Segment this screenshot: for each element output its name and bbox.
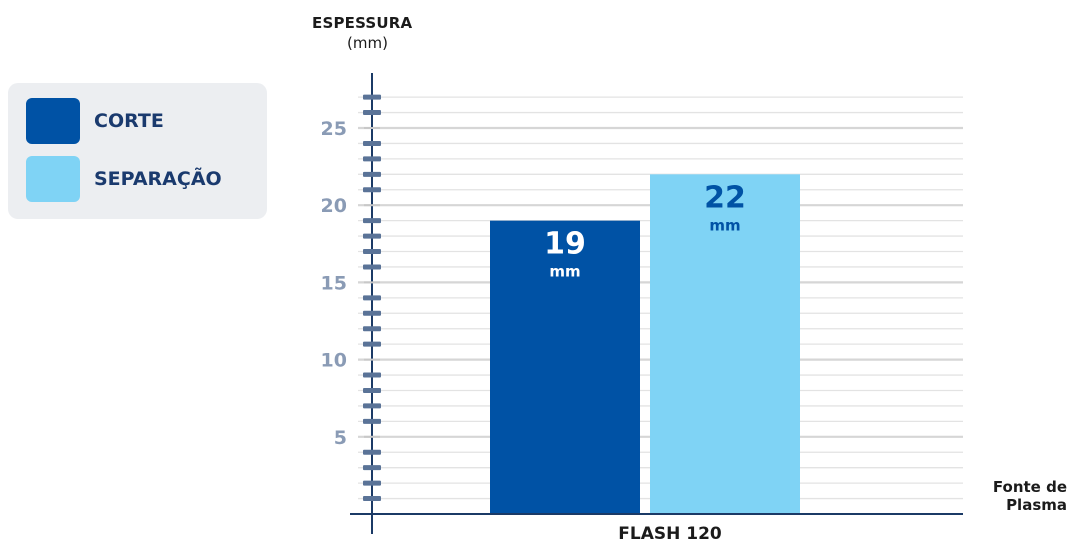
bar-unit-label: mm (709, 216, 740, 234)
y-minor-tick (363, 341, 381, 347)
y-minor-tick (363, 187, 381, 193)
y-minor-tick (363, 465, 381, 471)
y-minor-tick (363, 249, 381, 255)
bar-1 (650, 174, 800, 514)
y-minor-tick (363, 94, 381, 100)
x-axis-title: Fonte de Plasma (977, 478, 1067, 514)
legend-label-separacao: SEPARAÇÃO (94, 168, 222, 190)
legend-swatch-separacao (26, 156, 80, 202)
y-tick-label: 5 (334, 427, 347, 449)
y-minor-tick (363, 496, 381, 502)
bar-unit-label: mm (549, 263, 580, 281)
bar-0 (490, 220, 640, 514)
y-minor-tick (363, 449, 381, 455)
y-minor-tick (363, 264, 381, 270)
y-axis-title: ESPESSURA (312, 14, 413, 32)
y-minor-tick (363, 110, 381, 116)
y-tick-label: 10 (321, 350, 347, 372)
y-minor-tick (363, 387, 381, 393)
y-minor-tick (363, 156, 381, 162)
legend-swatch-corte (26, 98, 80, 144)
bar-value-label: 22 (704, 180, 746, 215)
y-minor-tick (363, 372, 381, 378)
legend-item-corte: CORTE (26, 98, 164, 144)
legend: CORTE SEPARAÇÃO (8, 83, 267, 219)
y-minor-tick (363, 310, 381, 316)
legend-label-corte: CORTE (94, 110, 164, 132)
y-minor-tick (363, 295, 381, 301)
y-axis-unit: (mm) (347, 34, 388, 52)
y-minor-tick (363, 218, 381, 224)
y-minor-tick (363, 233, 381, 239)
y-tick-label: 25 (321, 118, 347, 140)
y-minor-tick (363, 403, 381, 409)
x-axis-title-line-1: Fonte de (992, 478, 1067, 496)
y-tick-label: 15 (321, 272, 347, 294)
y-minor-tick (363, 140, 381, 146)
bar-value-label: 19 (544, 227, 586, 262)
legend-item-separacao: SEPARAÇÃO (26, 156, 222, 202)
y-minor-tick (363, 326, 381, 332)
y-tick-label: 20 (321, 195, 347, 217)
x-axis-title-line-2: Plasma (1006, 496, 1067, 514)
y-minor-tick (363, 171, 381, 177)
y-minor-tick (363, 480, 381, 486)
x-tick-label: FLASH 120 (618, 524, 722, 544)
y-minor-tick (363, 418, 381, 424)
